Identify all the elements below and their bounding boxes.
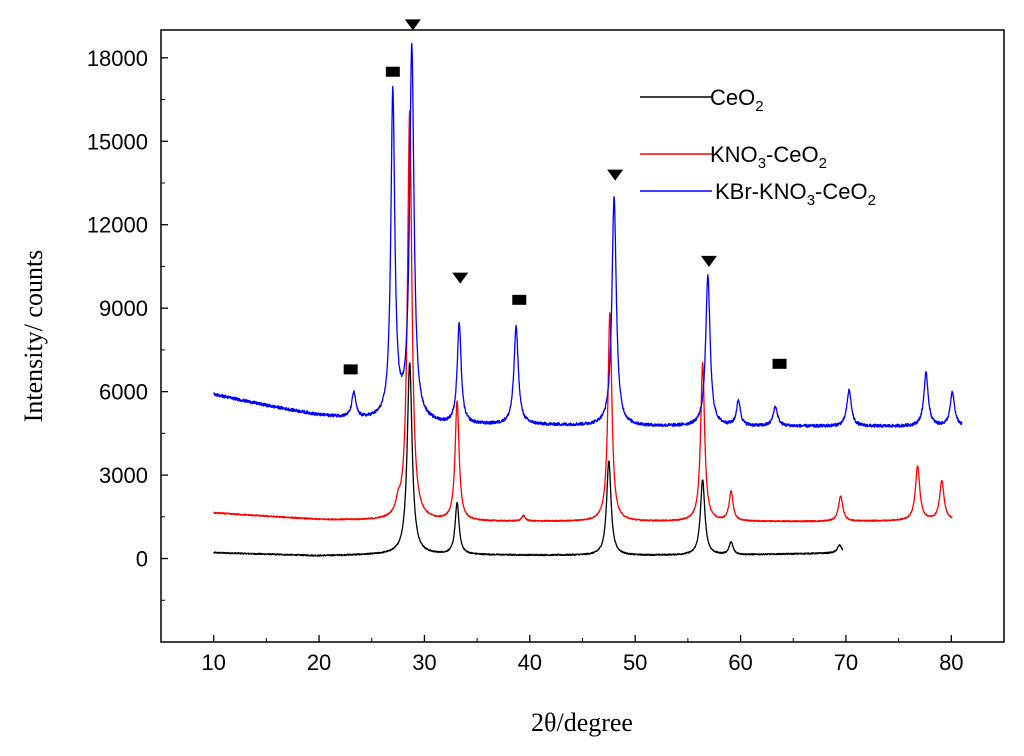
plot-frame bbox=[160, 29, 1005, 643]
square-marker bbox=[772, 358, 787, 369]
y-tick-label: 0 bbox=[136, 547, 148, 572]
x-tick-label: 20 bbox=[307, 650, 331, 675]
legend: CeO2 KNO3-CeO2 KBr-KNO3-CeO2 bbox=[640, 85, 876, 209]
legend-label-3: KBr-KNO3-CeO2 bbox=[715, 179, 876, 209]
x-axis-ticks: 10 20 30 40 50 60 70 80 bbox=[160, 635, 1005, 675]
series-layer bbox=[213, 42, 963, 557]
series-line-1 bbox=[213, 362, 844, 557]
x-tick-label: 30 bbox=[412, 650, 436, 675]
legend-label-1: CeO2 bbox=[710, 85, 764, 115]
square-marker bbox=[385, 66, 400, 77]
triangle-marker bbox=[607, 169, 624, 181]
series-line-3 bbox=[213, 42, 963, 428]
y-tick-label: 18000 bbox=[87, 46, 148, 71]
legend-label-2: KNO3-CeO2 bbox=[710, 142, 827, 172]
triangle-marker bbox=[700, 255, 717, 267]
x-tick-label: 10 bbox=[201, 650, 225, 675]
y-tick-label: 3000 bbox=[99, 463, 148, 488]
y-tick-label: 6000 bbox=[99, 380, 148, 405]
x-tick-label: 80 bbox=[939, 650, 963, 675]
y-tick-label: 9000 bbox=[99, 296, 148, 321]
y-axis-title: Intensity/ counts bbox=[19, 250, 48, 423]
triangle-marker bbox=[404, 19, 421, 31]
x-tick-label: 50 bbox=[623, 650, 647, 675]
x-tick-label: 40 bbox=[518, 650, 542, 675]
square-marker bbox=[512, 294, 527, 305]
x-tick-label: 60 bbox=[728, 650, 752, 675]
y-axis-ticks: 0 3000 6000 9000 12000 15000 18000 bbox=[87, 46, 168, 601]
square-marker bbox=[343, 364, 358, 375]
y-tick-label: 15000 bbox=[87, 129, 148, 154]
annotation-layer bbox=[343, 19, 787, 375]
triangle-marker bbox=[452, 272, 469, 284]
y-tick-label: 12000 bbox=[87, 213, 148, 238]
series-line-2 bbox=[213, 110, 953, 523]
x-axis-title: 2θ/degree bbox=[531, 708, 633, 737]
x-tick-label: 70 bbox=[834, 650, 858, 675]
